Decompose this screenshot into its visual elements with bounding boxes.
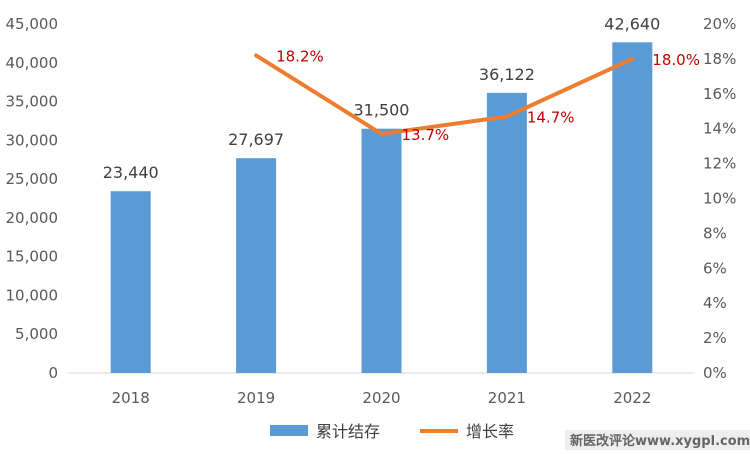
- right-tick-label: 8%: [703, 224, 727, 242]
- x-tick-label: 2022: [613, 389, 651, 407]
- left-tick-label: 15,000: [6, 248, 59, 266]
- right-tick-label: 16%: [703, 85, 736, 103]
- left-tick-label: 30,000: [6, 131, 59, 149]
- right-tick-label: 20%: [703, 15, 736, 33]
- line-series: [254, 53, 635, 136]
- left-tick-label: 0: [48, 364, 58, 382]
- x-tick-label: 2019: [237, 389, 275, 407]
- x-tick-label: 2018: [112, 389, 150, 407]
- right-tick-label: 14%: [703, 120, 736, 138]
- left-tick-label: 25,000: [6, 170, 59, 188]
- left-tick-label: 45,000: [6, 15, 59, 33]
- x-tick-label: 2020: [362, 389, 400, 407]
- right-axis: 0% 2% 4% 6% 8% 10% 12% 14% 16% 18% 20%: [703, 15, 736, 382]
- bar: [486, 92, 527, 373]
- left-axis: 0 5,000 10,000 15,000 20,000 25,000 30,000 35,0…: [6, 15, 59, 382]
- right-tick-label: 12%: [703, 155, 736, 173]
- bar: [361, 128, 402, 373]
- rate-value-label: 13.7%: [402, 126, 450, 144]
- rate-value-label: 18.2%: [276, 47, 324, 65]
- left-tick-label: 5,000: [15, 325, 58, 343]
- left-tick-label: 35,000: [6, 93, 59, 111]
- right-tick-label: 2%: [703, 329, 727, 347]
- x-tick-label: 2021: [488, 389, 526, 407]
- bar-value-label: 42,640: [604, 14, 660, 33]
- left-tick-label: 10,000: [6, 286, 59, 304]
- bar-value-label: 31,500: [354, 101, 410, 120]
- legend-line-label: 增长率: [466, 422, 514, 441]
- rate-value-label: 14.7%: [527, 108, 575, 126]
- legend: 累计结存 增长率: [270, 422, 514, 441]
- left-tick-label: 20,000: [6, 209, 59, 227]
- bar: [110, 191, 151, 373]
- right-tick-label: 18%: [703, 50, 736, 68]
- bar-value-label: 36,122: [479, 65, 535, 84]
- watermark-background: [565, 430, 750, 450]
- right-tick-label: 6%: [703, 259, 727, 277]
- rate-data-labels: 18.2% 13.7% 14.7% 18.0%: [276, 47, 700, 144]
- bar-value-label: 23,440: [103, 163, 159, 182]
- bar: [612, 42, 653, 374]
- bar-data-labels: 23,440 27,697 31,500 36,122 42,640: [103, 14, 661, 182]
- right-tick-label: 10%: [703, 190, 736, 208]
- bar-series: [110, 42, 653, 374]
- x-axis: 2018 2019 2020 2021 2022: [68, 372, 695, 407]
- right-tick-label: 0%: [703, 364, 727, 382]
- growth-rate-line: [254, 53, 635, 136]
- watermark-text: 新医改评论www.xygpl.com: [570, 433, 750, 449]
- right-tick-label: 4%: [703, 294, 727, 312]
- rate-value-label: 18.0%: [652, 51, 700, 69]
- watermark: 新医改评论www.xygpl.com: [565, 430, 750, 450]
- left-tick-label: 40,000: [6, 54, 59, 72]
- bar-value-label: 27,697: [228, 130, 284, 149]
- legend-bar-swatch: [270, 425, 308, 436]
- legend-bar-label: 累计结存: [316, 422, 380, 441]
- bar: [236, 158, 277, 373]
